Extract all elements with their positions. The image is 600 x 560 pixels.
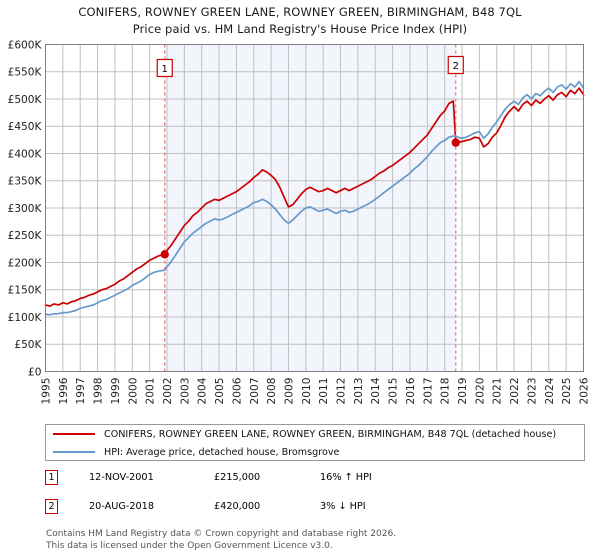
page-title: CONIFERS, ROWNEY GREEN LANE, ROWNEY GREE… xyxy=(0,4,600,38)
x-axis-labels: 1995 1996 1997 1998 1999 2000 2001 2002 2003 2004… xyxy=(41,377,591,404)
x-tick-label: 1998 xyxy=(93,377,105,404)
y-tick-label: £500K xyxy=(8,94,43,106)
y-tick-label: £100K xyxy=(8,312,43,324)
sale-list: 1 12-NOV-2001 £215,000 16% ↑ HPI 2 20-AU… xyxy=(45,470,585,528)
sale-point[interactable] xyxy=(160,250,169,259)
grid-lines xyxy=(45,44,584,372)
x-tick-label: 2009 xyxy=(283,378,295,405)
series-line xyxy=(44,80,585,316)
sale-index-badge-2: 2 xyxy=(45,499,58,514)
sale-row-1: 1 12-NOV-2001 £215,000 16% ↑ HPI xyxy=(45,470,585,499)
sale-date-2: 20-AUG-2018 xyxy=(89,501,154,512)
legend-label-price-paid: CONIFERS, ROWNEY GREEN LANE, ROWNEY GREE… xyxy=(104,428,557,440)
sale-row-2: 2 20-AUG-2018 £420,000 3% ↓ HPI xyxy=(45,499,585,528)
x-tick-label: 2003 xyxy=(179,378,191,405)
y-tick-label: £200K xyxy=(8,257,43,269)
x-tick-label: 2012 xyxy=(336,378,348,405)
x-tick-label: 2018 xyxy=(440,377,452,404)
x-tick-label: 2020 xyxy=(474,377,486,404)
sale-event-lines xyxy=(164,44,457,372)
sale-marker-box[interactable] xyxy=(156,58,173,78)
x-tick-label: 2021 xyxy=(492,378,504,405)
x-tick-label: 2017 xyxy=(422,378,434,405)
y-tick-label: £0 xyxy=(28,366,42,378)
y-tick-label: £450K xyxy=(8,121,43,133)
y-tick-label: £50K xyxy=(14,339,42,351)
attribution-footer: Contains HM Land Registry data © Crown c… xyxy=(46,529,586,552)
x-tick-label: 1999 xyxy=(110,378,122,405)
x-tick-label: 2010 xyxy=(301,377,313,404)
sale-hpi-delta-1: 16% ↑ HPI xyxy=(320,472,372,483)
x-tick-label: 2008 xyxy=(266,377,278,404)
chart-legend: CONIFERS, ROWNEY GREEN LANE, ROWNEY GREE… xyxy=(45,424,585,461)
x-tick-label: 2015 xyxy=(388,378,400,405)
legend-label-hpi: HPI: Average price, detached house, Brom… xyxy=(104,446,340,458)
price-history-chart: £0 £50K £100K £150K £200K £250K £300K £350K £400… xyxy=(8,39,591,404)
y-tick-label: £150K xyxy=(8,285,43,297)
sale-price-1: £215,000 xyxy=(214,472,261,483)
y-tick-label: £250K xyxy=(8,230,43,242)
y-tick-label: £400K xyxy=(8,148,43,160)
x-tick-label: 2005 xyxy=(214,378,226,405)
sale-marker-box[interactable] xyxy=(447,55,464,75)
x-tick-label: 2014 xyxy=(370,377,382,404)
legend-item-price-paid: CONIFERS, ROWNEY GREEN LANE, ROWNEY GREE… xyxy=(46,425,584,443)
x-tick-label: 2000 xyxy=(127,377,139,404)
series-lines xyxy=(44,80,585,316)
x-tick-label: 2013 xyxy=(353,378,365,405)
plot-frame xyxy=(45,44,584,372)
sale-marker-label: 1 xyxy=(162,64,168,75)
x-tick-label: 2023 xyxy=(526,378,538,405)
x-tick-label: 2022 xyxy=(509,378,521,405)
x-tick-label: 2002 xyxy=(162,378,174,405)
x-tick-label: 2007 xyxy=(249,378,261,405)
y-tick-label: £600K xyxy=(8,39,43,51)
x-tick-label: 2011 xyxy=(318,378,330,405)
x-tick-label: 2004 xyxy=(197,377,209,404)
sale-point[interactable] xyxy=(451,138,460,147)
y-tick-label: £300K xyxy=(8,203,43,215)
sale-index-badge-1: 1 xyxy=(45,470,58,485)
x-tick-label: 2025 xyxy=(561,378,573,405)
legend-swatch-price-paid xyxy=(53,433,95,435)
x-tick-label: 1997 xyxy=(75,378,87,405)
x-tick-label: 1995 xyxy=(41,378,53,405)
x-tick-label: 2001 xyxy=(145,378,157,405)
footer-line-2: This data is licensed under the Open Gov… xyxy=(46,540,333,551)
footer-line-1: Contains HM Land Registry data © Crown c… xyxy=(46,529,397,539)
legend-swatch-hpi xyxy=(53,451,95,453)
x-tick-label: 1996 xyxy=(58,377,70,404)
sale-date-1: 12-NOV-2001 xyxy=(89,472,154,483)
x-tick-label: 2006 xyxy=(231,377,243,404)
x-tick-label: 2024 xyxy=(544,377,556,404)
sale-hpi-delta-2: 3% ↓ HPI xyxy=(320,501,366,512)
x-tick-label: 2019 xyxy=(457,378,469,405)
title-line-1: CONIFERS, ROWNEY GREEN LANE, ROWNEY GREE… xyxy=(78,5,522,19)
x-tick-label: 2016 xyxy=(405,377,417,404)
legend-item-hpi: HPI: Average price, detached house, Brom… xyxy=(46,443,584,461)
title-line-2: Price paid vs. HM Land Registry's House … xyxy=(132,22,468,36)
y-tick-label: £550K xyxy=(8,67,43,79)
sale-price-2: £420,000 xyxy=(214,501,261,512)
sale-event-points xyxy=(160,138,460,259)
x-tick-label: 2026 xyxy=(579,377,591,404)
y-tick-label: £350K xyxy=(8,176,43,188)
y-axis-labels: £0 £50K £100K £150K £200K £250K £300K £350K £400… xyxy=(8,39,43,378)
series-line xyxy=(44,87,585,307)
sale-marker-label: 2 xyxy=(453,61,459,72)
